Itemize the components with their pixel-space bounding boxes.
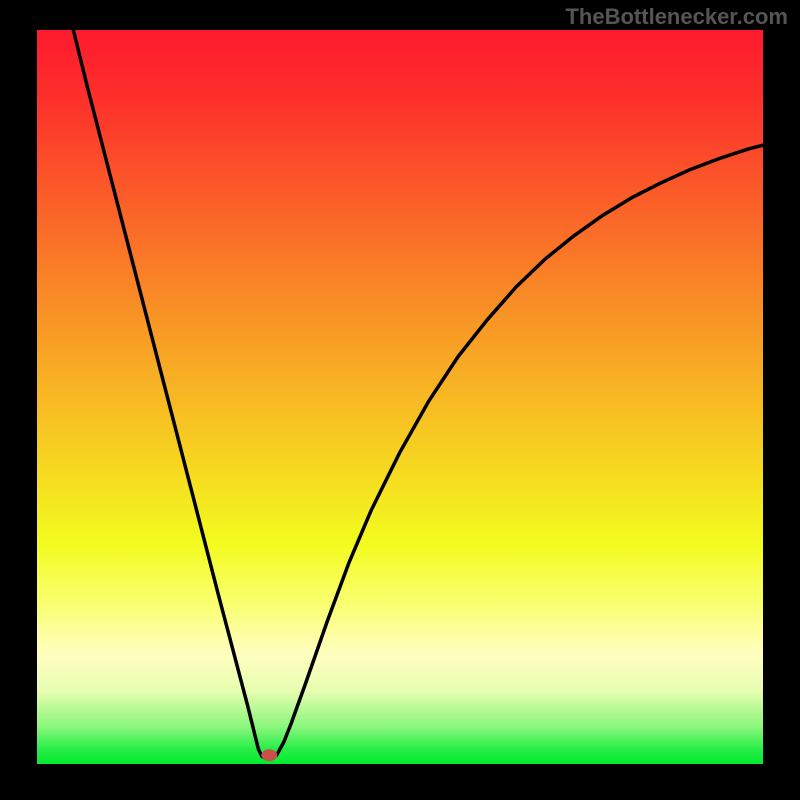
- watermark-text: TheBottlenecker.com: [565, 4, 788, 30]
- plot-area: [37, 30, 763, 764]
- curve-svg: [37, 30, 763, 764]
- min-marker: [261, 749, 277, 761]
- chart-container: TheBottlenecker.com: [0, 0, 800, 800]
- bottleneck-curve: [73, 30, 763, 758]
